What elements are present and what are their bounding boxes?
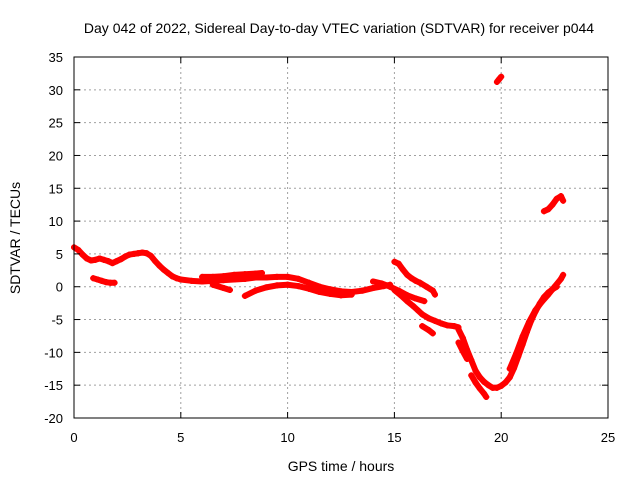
data-point xyxy=(560,197,567,204)
series-track-midday-d xyxy=(241,281,355,299)
data-point xyxy=(421,298,428,305)
data-point xyxy=(498,73,505,80)
y-tick-label: 10 xyxy=(49,214,63,229)
y-tick-label: -20 xyxy=(44,411,63,426)
series-track-midday-b xyxy=(199,269,265,280)
y-tick-label: -5 xyxy=(51,313,63,328)
y-tick-label: 35 xyxy=(49,50,63,65)
plot-frame xyxy=(73,56,609,419)
series-track-outlier xyxy=(493,73,505,85)
y-tick-label: 15 xyxy=(49,181,63,196)
y-tick-label: -10 xyxy=(44,345,63,360)
x-tick-label: 5 xyxy=(177,430,184,445)
series-track-dip-side xyxy=(455,339,471,362)
y-axis-label: SDTVAR / TECUs xyxy=(7,182,23,294)
data-band xyxy=(513,333,526,357)
series-track-early-low xyxy=(90,275,118,286)
data-point xyxy=(560,271,567,278)
chart-title: Day 042 of 2022, Sidereal Day-to-day VTE… xyxy=(84,20,594,36)
y-tick-label: 25 xyxy=(49,116,63,131)
x-axis-label: GPS time / hours xyxy=(288,458,395,474)
series-track-early xyxy=(71,244,184,283)
series-track-afternoon-spike xyxy=(391,258,438,298)
y-tick-label: -15 xyxy=(44,378,63,393)
grid-layer xyxy=(74,57,608,418)
data-point xyxy=(226,287,233,294)
data-point xyxy=(464,355,471,362)
series-track-afternoon-b xyxy=(391,287,462,331)
data-point xyxy=(348,291,355,298)
y-tick-label: 5 xyxy=(56,247,63,262)
series-track-midday-c xyxy=(209,281,233,294)
y-tick-label: 0 xyxy=(56,280,63,295)
x-tick-label: 10 xyxy=(280,430,294,445)
data-point xyxy=(258,269,265,276)
x-tick-label: 25 xyxy=(601,430,615,445)
series-track-dip-low xyxy=(468,372,490,400)
tick-layer: 0 5 10 15 20 25 -20 -15 -10 -5 0 5 10 15 20 25 30 35 xyxy=(44,50,615,445)
series-track-late-high xyxy=(540,193,567,215)
data-point xyxy=(431,291,438,298)
data-point xyxy=(111,279,118,286)
x-tick-label: 0 xyxy=(70,430,77,445)
series-track-afternoon-c xyxy=(419,323,436,337)
x-tick-label: 20 xyxy=(494,430,508,445)
y-tick-label: 30 xyxy=(49,83,63,98)
series-track-recovery-b xyxy=(506,271,567,372)
x-tick-label: 15 xyxy=(387,430,401,445)
data-layer xyxy=(71,73,567,400)
y-tick-label: 20 xyxy=(49,148,63,163)
data-point xyxy=(483,393,490,400)
data-point xyxy=(429,330,436,337)
